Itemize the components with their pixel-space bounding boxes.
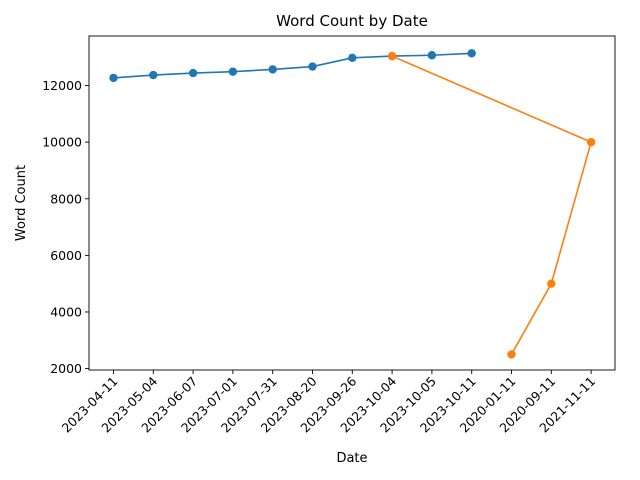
y-tick-label: 2000 (50, 361, 82, 376)
series-line (391, 55, 593, 355)
data-point (427, 51, 437, 60)
data-point (586, 137, 596, 147)
y-axis-label: Word Count (14, 165, 29, 241)
plot-area (88, 35, 616, 371)
data-point (149, 70, 158, 80)
y-tick-label: 6000 (50, 248, 82, 263)
plot-frame (88, 35, 616, 371)
data-point (387, 51, 397, 61)
data-point (308, 62, 317, 71)
series-line (113, 52, 472, 79)
y-tick-label: 8000 (50, 191, 82, 206)
series-1 (109, 49, 476, 83)
chart-title: Word Count by Date (276, 12, 428, 30)
data-point (467, 49, 476, 58)
x-axis: 2023-04-112023-05-042023-06-072023-07-01… (59, 370, 598, 435)
y-tick-label: 4000 (50, 304, 82, 319)
data-point (268, 65, 277, 74)
data-point (109, 73, 118, 83)
y-tick-label: 12000 (42, 78, 82, 93)
data-point (188, 68, 198, 78)
series-2 (387, 51, 596, 359)
data-point (547, 279, 556, 288)
data-point (507, 350, 516, 359)
y-axis: 2000 4000 6000 8000 10000 12000 (42, 78, 89, 376)
data-point (228, 67, 238, 76)
x-axis-label: Date (336, 451, 367, 466)
series-layer (109, 49, 596, 359)
data-point (348, 53, 357, 62)
y-tick-label: 10000 (42, 135, 82, 150)
